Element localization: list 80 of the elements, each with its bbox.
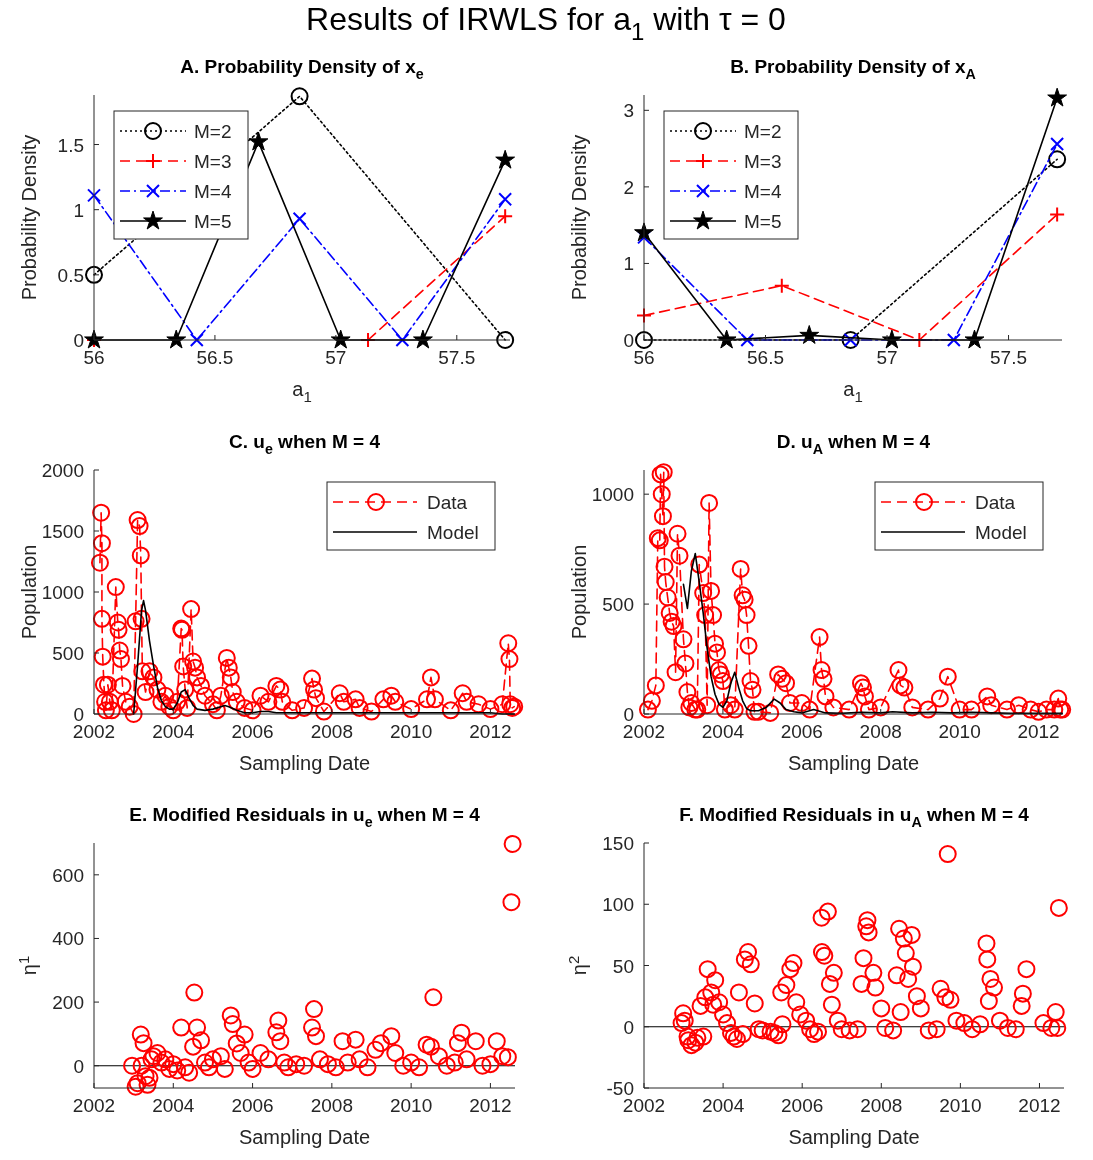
chart-title: E. Modified Residuals in u$_{e}$ when M = 4 [129,804,481,830]
y-tick-label: 600 [52,864,84,886]
y-tick-label: 0 [623,1016,634,1038]
y-tick-label: 150 [602,833,634,854]
x-tick-label: 56.5 [747,347,784,368]
x-tick-label: 2008 [310,721,353,742]
x-tick-label: 2004 [152,721,195,742]
text: Results of IRWLS for a$_{1}$ with τ = 0 [306,1,786,45]
y-tick-label: 1.5 [57,134,84,156]
chart-title: A. Probability Density of x$_{e}$ [180,56,424,82]
chart-title: B. Probability Density of x$_{A}$ [730,56,976,82]
legend-label: Data [427,492,468,513]
y-tick-label: 0 [623,330,634,351]
x-tick-label: 57 [876,347,898,368]
x-axis-title: a$_{1}$ [843,378,863,405]
x-axis-title: Sampling Date [238,1126,371,1148]
y-axis-title: Probability Density [568,134,590,301]
x-tick-label: 2012 [469,721,512,742]
x-tick-label: 2008 [859,721,902,742]
x-tick-label: 56.5 [196,347,234,368]
x-axis-title: a$_{1}$ [292,378,312,405]
x-tick-label: 2012 [1018,1095,1061,1116]
x-axis-title: Sampling Date [238,752,371,774]
legend-label: Model [975,522,1027,543]
y-tick-label: 2000 [41,460,84,481]
x-tick-label: 2004 [701,1095,745,1116]
y-tick-label: 2 [623,176,634,198]
x-tick-label: 2010 [939,1095,982,1116]
legend-label: M=2 [194,121,232,142]
y-tick-label: 1500 [41,521,84,542]
y-tick-label: 500 [52,643,84,664]
y-tick-label: 1 [623,253,634,275]
legend-label: M=3 [744,151,782,172]
chart-title: F. Modified Residuals in u$_{A}$ when M = 4 [679,804,1030,830]
x-tick-label: 2010 [938,721,981,742]
y-tick-label: 100 [602,894,634,916]
x-tick-label: 57 [325,347,347,368]
x-tick-label: 2012 [1017,721,1060,742]
legend-label: Data [975,492,1016,513]
x-axis-title: Sampling Date [787,752,920,774]
x-tick-label: 2010 [390,1095,433,1116]
y-tick-label: 0.5 [57,264,84,286]
x-tick-label: 2004 [701,721,745,742]
legend-label: M=4 [194,181,232,202]
x-axis-title: Sampling Date [788,1126,920,1148]
y-tick-label: 3 [623,100,634,122]
x-tick-label: 56 [83,347,105,368]
legend-label: Model [427,522,479,543]
x-tick-label: 57.5 [990,347,1028,368]
legend-label: M=5 [744,211,782,232]
x-tick-label: 56 [633,347,655,368]
y-axis-title: Population [568,544,590,640]
y-tick-label: 1000 [41,582,84,603]
x-tick-label: 2008 [860,1095,903,1116]
y-tick-label: 50 [612,955,634,977]
x-tick-label: 2008 [310,1095,353,1116]
y-tick-label: 1 [73,199,84,221]
legend-label: M=2 [744,121,782,142]
x-tick-label: 57.5 [438,347,476,368]
x-tick-label: 2006 [231,721,274,742]
y-tick-label: 0 [73,330,84,351]
x-tick-label: 2006 [781,1095,824,1116]
x-tick-label: 2006 [231,1095,274,1116]
chart-title: C. u$_{e}$ when M = 4 [229,431,381,457]
legend-label: M=3 [194,151,232,172]
legend-label: M=5 [194,211,232,232]
y-tick-label: 0 [73,1055,84,1077]
y-tick-label: 400 [52,928,84,950]
y-axis-title: Population [18,544,40,640]
x-tick-label: 2006 [780,721,823,742]
x-tick-label: 2002 [72,1095,116,1116]
legend-label: M=4 [744,181,782,202]
y-tick-label: 200 [52,992,84,1014]
chart-title: D. u$_{A}$ when M = 4 [776,431,931,457]
y-axis-title: Probability Density [18,134,40,301]
y-tick-label: 1000 [591,484,634,506]
x-tick-label: 2010 [390,721,433,742]
x-tick-label: 2004 [152,1095,195,1116]
x-tick-label: 2012 [469,1095,512,1116]
y-tick-label: 500 [602,594,634,616]
